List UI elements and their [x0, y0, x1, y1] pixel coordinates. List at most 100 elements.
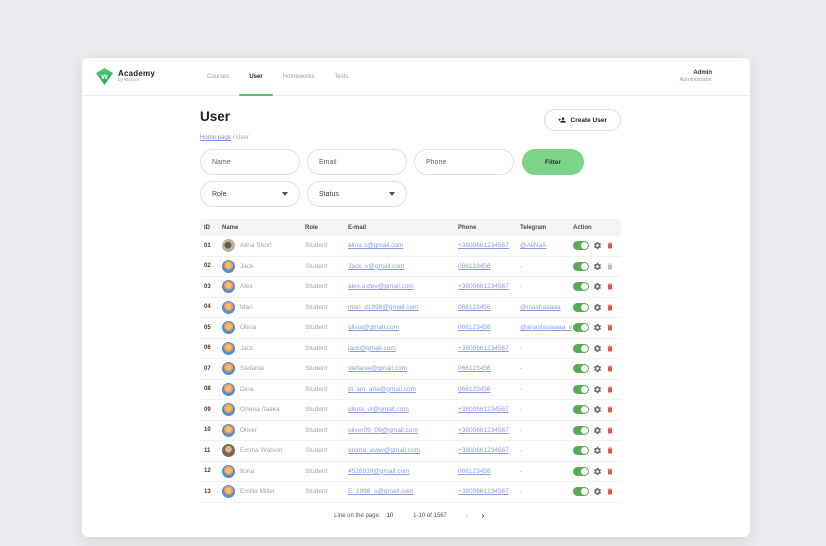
delete-trash-icon[interactable]: [606, 262, 614, 271]
delete-trash-icon[interactable]: [606, 405, 614, 414]
email-link[interactable]: E_1998_s@gmail.com: [348, 488, 414, 496]
column-header-action: Action: [573, 224, 592, 231]
email-filter-input[interactable]: [307, 149, 407, 175]
phone-link[interactable]: 066123456: [458, 303, 491, 311]
nav-tab-courses[interactable]: Courses: [197, 58, 239, 95]
email-link[interactable]: oliver09_09@gmail.com: [348, 426, 418, 434]
delete-trash-icon[interactable]: [606, 385, 614, 394]
telegram-link[interactable]: @AliNaA: [520, 242, 547, 250]
status-toggle[interactable]: [573, 446, 589, 456]
delete-trash-icon[interactable]: [606, 282, 614, 291]
settings-gear-icon[interactable]: [593, 487, 602, 496]
column-header-role: Role: [305, 224, 319, 231]
nav-tab-label: User: [249, 73, 263, 80]
phone-link[interactable]: 066123456: [458, 467, 491, 475]
email-link[interactable]: alex.o.dev@gmail.com: [348, 283, 414, 291]
nav-tab-label: Homeworks: [282, 73, 315, 80]
phone-filter-input[interactable]: [414, 149, 514, 175]
nav-tab-homeworks[interactable]: Homeworks: [273, 58, 325, 95]
phone-link[interactable]: +3800661234567: [458, 283, 509, 291]
phone-link[interactable]: +3800661234567: [458, 406, 509, 414]
user-role: Student: [305, 242, 328, 250]
settings-gear-icon[interactable]: [593, 446, 602, 455]
phone-link[interactable]: +3800661234567: [458, 426, 509, 434]
phone-link[interactable]: +3800661234567: [458, 344, 509, 352]
email-link[interactable]: emma_www@gmail.com: [348, 447, 420, 455]
status-toggle[interactable]: [573, 425, 589, 435]
status-toggle[interactable]: [573, 323, 589, 333]
settings-gear-icon[interactable]: [593, 282, 602, 291]
phone-link[interactable]: 066123456: [458, 324, 491, 332]
email-link[interactable]: 4528939@gmail.com: [348, 467, 410, 475]
status-toggle[interactable]: [573, 405, 589, 415]
status-toggle[interactable]: [573, 466, 589, 476]
email-link[interactable]: Jack_v@gmail.com: [348, 262, 405, 270]
nav-tab-tests[interactable]: Tests: [324, 58, 358, 95]
settings-gear-icon[interactable]: [593, 323, 602, 332]
status-toggle[interactable]: [573, 302, 589, 312]
telegram-link[interactable]: @anastasiaaaa_v: [520, 324, 573, 332]
create-user-button[interactable]: Create User: [543, 109, 621, 131]
status-select[interactable]: Status: [307, 181, 407, 207]
settings-gear-icon[interactable]: [593, 467, 602, 476]
account-info[interactable]: Admin Administrator: [680, 69, 750, 85]
delete-trash-icon[interactable]: [606, 323, 614, 332]
settings-gear-icon[interactable]: [593, 405, 602, 414]
next-page-icon[interactable]: [479, 512, 487, 520]
main-nav: Courses User Homeworks Tests: [197, 58, 358, 96]
email-link[interactable]: di_sm_ana@gmail.com: [348, 385, 417, 393]
previous-page-icon[interactable]: [463, 512, 471, 520]
delete-trash-icon[interactable]: [606, 467, 614, 476]
status-toggle[interactable]: [573, 364, 589, 374]
email-link[interactable]: olena_ol@gmail.com: [348, 406, 409, 414]
settings-gear-icon[interactable]: [593, 262, 602, 271]
avatar: [222, 321, 235, 335]
status-toggle[interactable]: [573, 261, 589, 271]
phone-link[interactable]: 066123456: [458, 385, 491, 393]
table-row: 10 Oliver Student oliver09_09@gmail.com …: [200, 420, 621, 441]
name-filter-input[interactable]: [200, 149, 300, 175]
settings-gear-icon[interactable]: [593, 426, 602, 435]
email-link[interactable]: mari_d1998@gmail.com: [348, 303, 419, 311]
user-id: 11: [204, 447, 211, 454]
delete-trash-icon[interactable]: [606, 241, 614, 250]
lines-per-page-value[interactable]: 10: [386, 512, 394, 519]
phone-link[interactable]: 066123456: [458, 262, 491, 270]
telegram-link: -: [520, 365, 523, 373]
user-role: Student: [305, 262, 328, 270]
settings-gear-icon[interactable]: [593, 385, 602, 394]
settings-gear-icon[interactable]: [593, 344, 602, 353]
delete-trash-icon[interactable]: [606, 487, 614, 496]
email-link[interactable]: alina.o@gmail.com: [348, 242, 404, 250]
user-role: Student: [305, 488, 328, 496]
status-toggle[interactable]: [573, 384, 589, 394]
person-add-icon: [557, 116, 566, 124]
delete-trash-icon[interactable]: [606, 446, 614, 455]
status-toggle[interactable]: [573, 241, 589, 251]
nav-tab-user[interactable]: User: [239, 58, 274, 96]
settings-gear-icon[interactable]: [593, 364, 602, 373]
settings-gear-icon[interactable]: [593, 241, 602, 250]
email-link[interactable]: jack@gmail.com: [348, 344, 396, 352]
phone-link[interactable]: +3800661234567: [458, 242, 509, 250]
phone-link[interactable]: +3800661234567: [458, 447, 509, 455]
breadcrumb-home-link[interactable]: Home page: [200, 135, 232, 141]
delete-trash-icon[interactable]: [606, 426, 614, 435]
status-toggle[interactable]: [573, 282, 589, 292]
user-id: 09: [204, 406, 211, 413]
email-link[interactable]: stefania@gmail.com: [348, 365, 407, 373]
status-toggle[interactable]: [573, 343, 589, 353]
phone-link[interactable]: +3800661234567: [458, 488, 509, 496]
phone-link[interactable]: 066123456: [458, 365, 491, 373]
settings-gear-icon[interactable]: [593, 303, 602, 312]
filter-button[interactable]: Filter: [522, 149, 584, 175]
delete-trash-icon[interactable]: [606, 344, 614, 353]
email-link[interactable]: olivia@gmail.com: [348, 324, 400, 332]
delete-trash-icon[interactable]: [606, 303, 614, 312]
breadcrumb-separator: /: [232, 135, 235, 141]
status-toggle[interactable]: [573, 487, 589, 497]
logo-name: Academy: [118, 68, 155, 78]
delete-trash-icon[interactable]: [606, 364, 614, 373]
role-select[interactable]: Role: [200, 181, 300, 207]
telegram-link[interactable]: @mashaaaaa: [520, 303, 561, 311]
